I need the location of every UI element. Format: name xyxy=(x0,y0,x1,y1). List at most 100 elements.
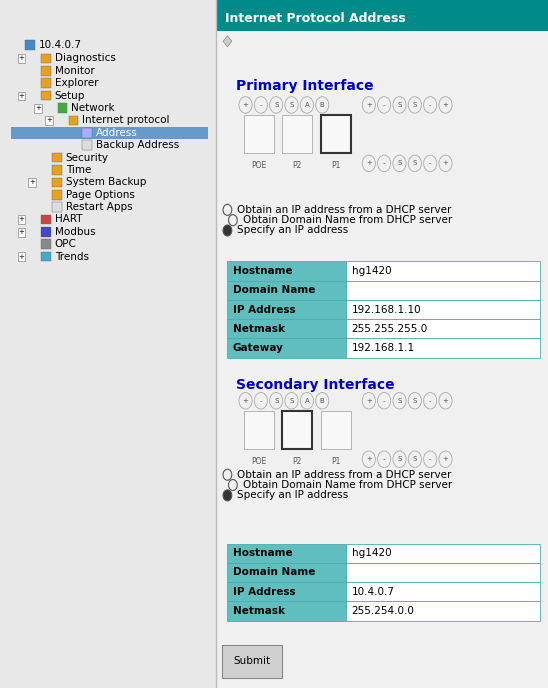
Text: S: S xyxy=(413,398,417,404)
Circle shape xyxy=(408,155,421,172)
Circle shape xyxy=(300,97,313,114)
Text: 10.4.0.7: 10.4.0.7 xyxy=(38,40,81,50)
Circle shape xyxy=(424,393,437,409)
Circle shape xyxy=(378,155,391,172)
Text: Submit: Submit xyxy=(233,656,271,666)
Text: 255.254.0.0: 255.254.0.0 xyxy=(352,606,414,616)
Text: S: S xyxy=(274,102,278,108)
Circle shape xyxy=(316,393,329,409)
Text: hg1420: hg1420 xyxy=(352,266,391,276)
Text: -: - xyxy=(260,102,262,108)
Text: Diagnostics: Diagnostics xyxy=(55,54,116,63)
Text: P1: P1 xyxy=(331,458,340,466)
FancyBboxPatch shape xyxy=(216,0,548,31)
FancyBboxPatch shape xyxy=(41,54,51,63)
FancyBboxPatch shape xyxy=(52,178,62,187)
Text: -: - xyxy=(429,102,431,108)
Text: Hostname: Hostname xyxy=(233,548,293,558)
Circle shape xyxy=(239,393,252,409)
FancyBboxPatch shape xyxy=(68,116,78,125)
FancyBboxPatch shape xyxy=(227,563,346,582)
Circle shape xyxy=(229,215,237,226)
Text: Domain Name: Domain Name xyxy=(233,286,315,295)
Text: Trends: Trends xyxy=(55,252,89,261)
Text: +: + xyxy=(366,102,372,108)
Circle shape xyxy=(285,393,298,409)
Text: Backup Address: Backup Address xyxy=(96,140,179,150)
Text: S: S xyxy=(397,160,402,166)
Text: -: - xyxy=(429,456,431,462)
Circle shape xyxy=(439,155,452,172)
FancyBboxPatch shape xyxy=(244,411,274,449)
Text: +: + xyxy=(443,160,448,166)
Circle shape xyxy=(300,393,313,409)
Circle shape xyxy=(393,155,406,172)
FancyBboxPatch shape xyxy=(346,281,540,300)
Text: POE: POE xyxy=(252,458,266,466)
Circle shape xyxy=(223,225,232,236)
Text: HART: HART xyxy=(55,215,82,224)
FancyBboxPatch shape xyxy=(28,178,36,187)
Text: -: - xyxy=(383,160,385,166)
FancyBboxPatch shape xyxy=(346,582,540,601)
Text: Modbus: Modbus xyxy=(55,227,95,237)
Text: Address: Address xyxy=(96,128,138,138)
Circle shape xyxy=(393,451,406,468)
Text: +: + xyxy=(443,456,448,462)
Text: B: B xyxy=(320,398,324,404)
Text: S: S xyxy=(413,160,417,166)
FancyBboxPatch shape xyxy=(227,300,346,319)
Text: Gateway: Gateway xyxy=(233,343,284,353)
Text: +: + xyxy=(443,102,448,108)
Circle shape xyxy=(393,393,406,409)
Circle shape xyxy=(378,393,391,409)
Text: P1: P1 xyxy=(331,162,340,171)
Text: IP Address: IP Address xyxy=(233,305,295,314)
FancyBboxPatch shape xyxy=(18,92,25,100)
FancyBboxPatch shape xyxy=(41,91,51,100)
Circle shape xyxy=(239,97,252,114)
Text: +: + xyxy=(366,160,372,166)
FancyBboxPatch shape xyxy=(58,103,67,113)
Text: Netmask: Netmask xyxy=(233,606,285,616)
Text: Monitor: Monitor xyxy=(55,66,95,76)
Text: +: + xyxy=(35,105,41,111)
Text: +: + xyxy=(366,398,372,404)
Text: A: A xyxy=(305,102,309,108)
Text: +: + xyxy=(19,56,24,61)
Text: Page Options: Page Options xyxy=(66,190,135,200)
Circle shape xyxy=(270,393,283,409)
Text: Primary Interface: Primary Interface xyxy=(236,79,373,93)
Polygon shape xyxy=(223,36,232,47)
Text: Hostname: Hostname xyxy=(233,266,293,276)
FancyBboxPatch shape xyxy=(227,582,346,601)
Text: S: S xyxy=(397,398,402,404)
FancyBboxPatch shape xyxy=(18,215,25,224)
Circle shape xyxy=(408,97,421,114)
FancyBboxPatch shape xyxy=(41,227,51,237)
FancyBboxPatch shape xyxy=(52,165,62,175)
FancyBboxPatch shape xyxy=(321,411,351,449)
FancyBboxPatch shape xyxy=(227,338,346,358)
Text: P2: P2 xyxy=(293,162,302,171)
Text: +: + xyxy=(19,254,24,259)
Text: Specify an IP address: Specify an IP address xyxy=(237,491,349,500)
Circle shape xyxy=(439,97,452,114)
FancyBboxPatch shape xyxy=(34,104,42,113)
Text: +: + xyxy=(19,217,24,222)
Text: S: S xyxy=(413,456,417,462)
FancyBboxPatch shape xyxy=(227,601,346,621)
Text: IP Address: IP Address xyxy=(233,587,295,596)
FancyBboxPatch shape xyxy=(321,115,351,153)
Text: S: S xyxy=(289,102,294,108)
Text: -: - xyxy=(383,456,385,462)
FancyBboxPatch shape xyxy=(45,116,53,125)
FancyBboxPatch shape xyxy=(346,300,540,319)
FancyBboxPatch shape xyxy=(41,215,51,224)
Text: +: + xyxy=(19,93,24,98)
FancyBboxPatch shape xyxy=(346,563,540,582)
Text: Specify an IP address: Specify an IP address xyxy=(237,226,349,235)
Circle shape xyxy=(229,480,237,491)
Text: Network: Network xyxy=(71,103,115,113)
Circle shape xyxy=(378,97,391,114)
